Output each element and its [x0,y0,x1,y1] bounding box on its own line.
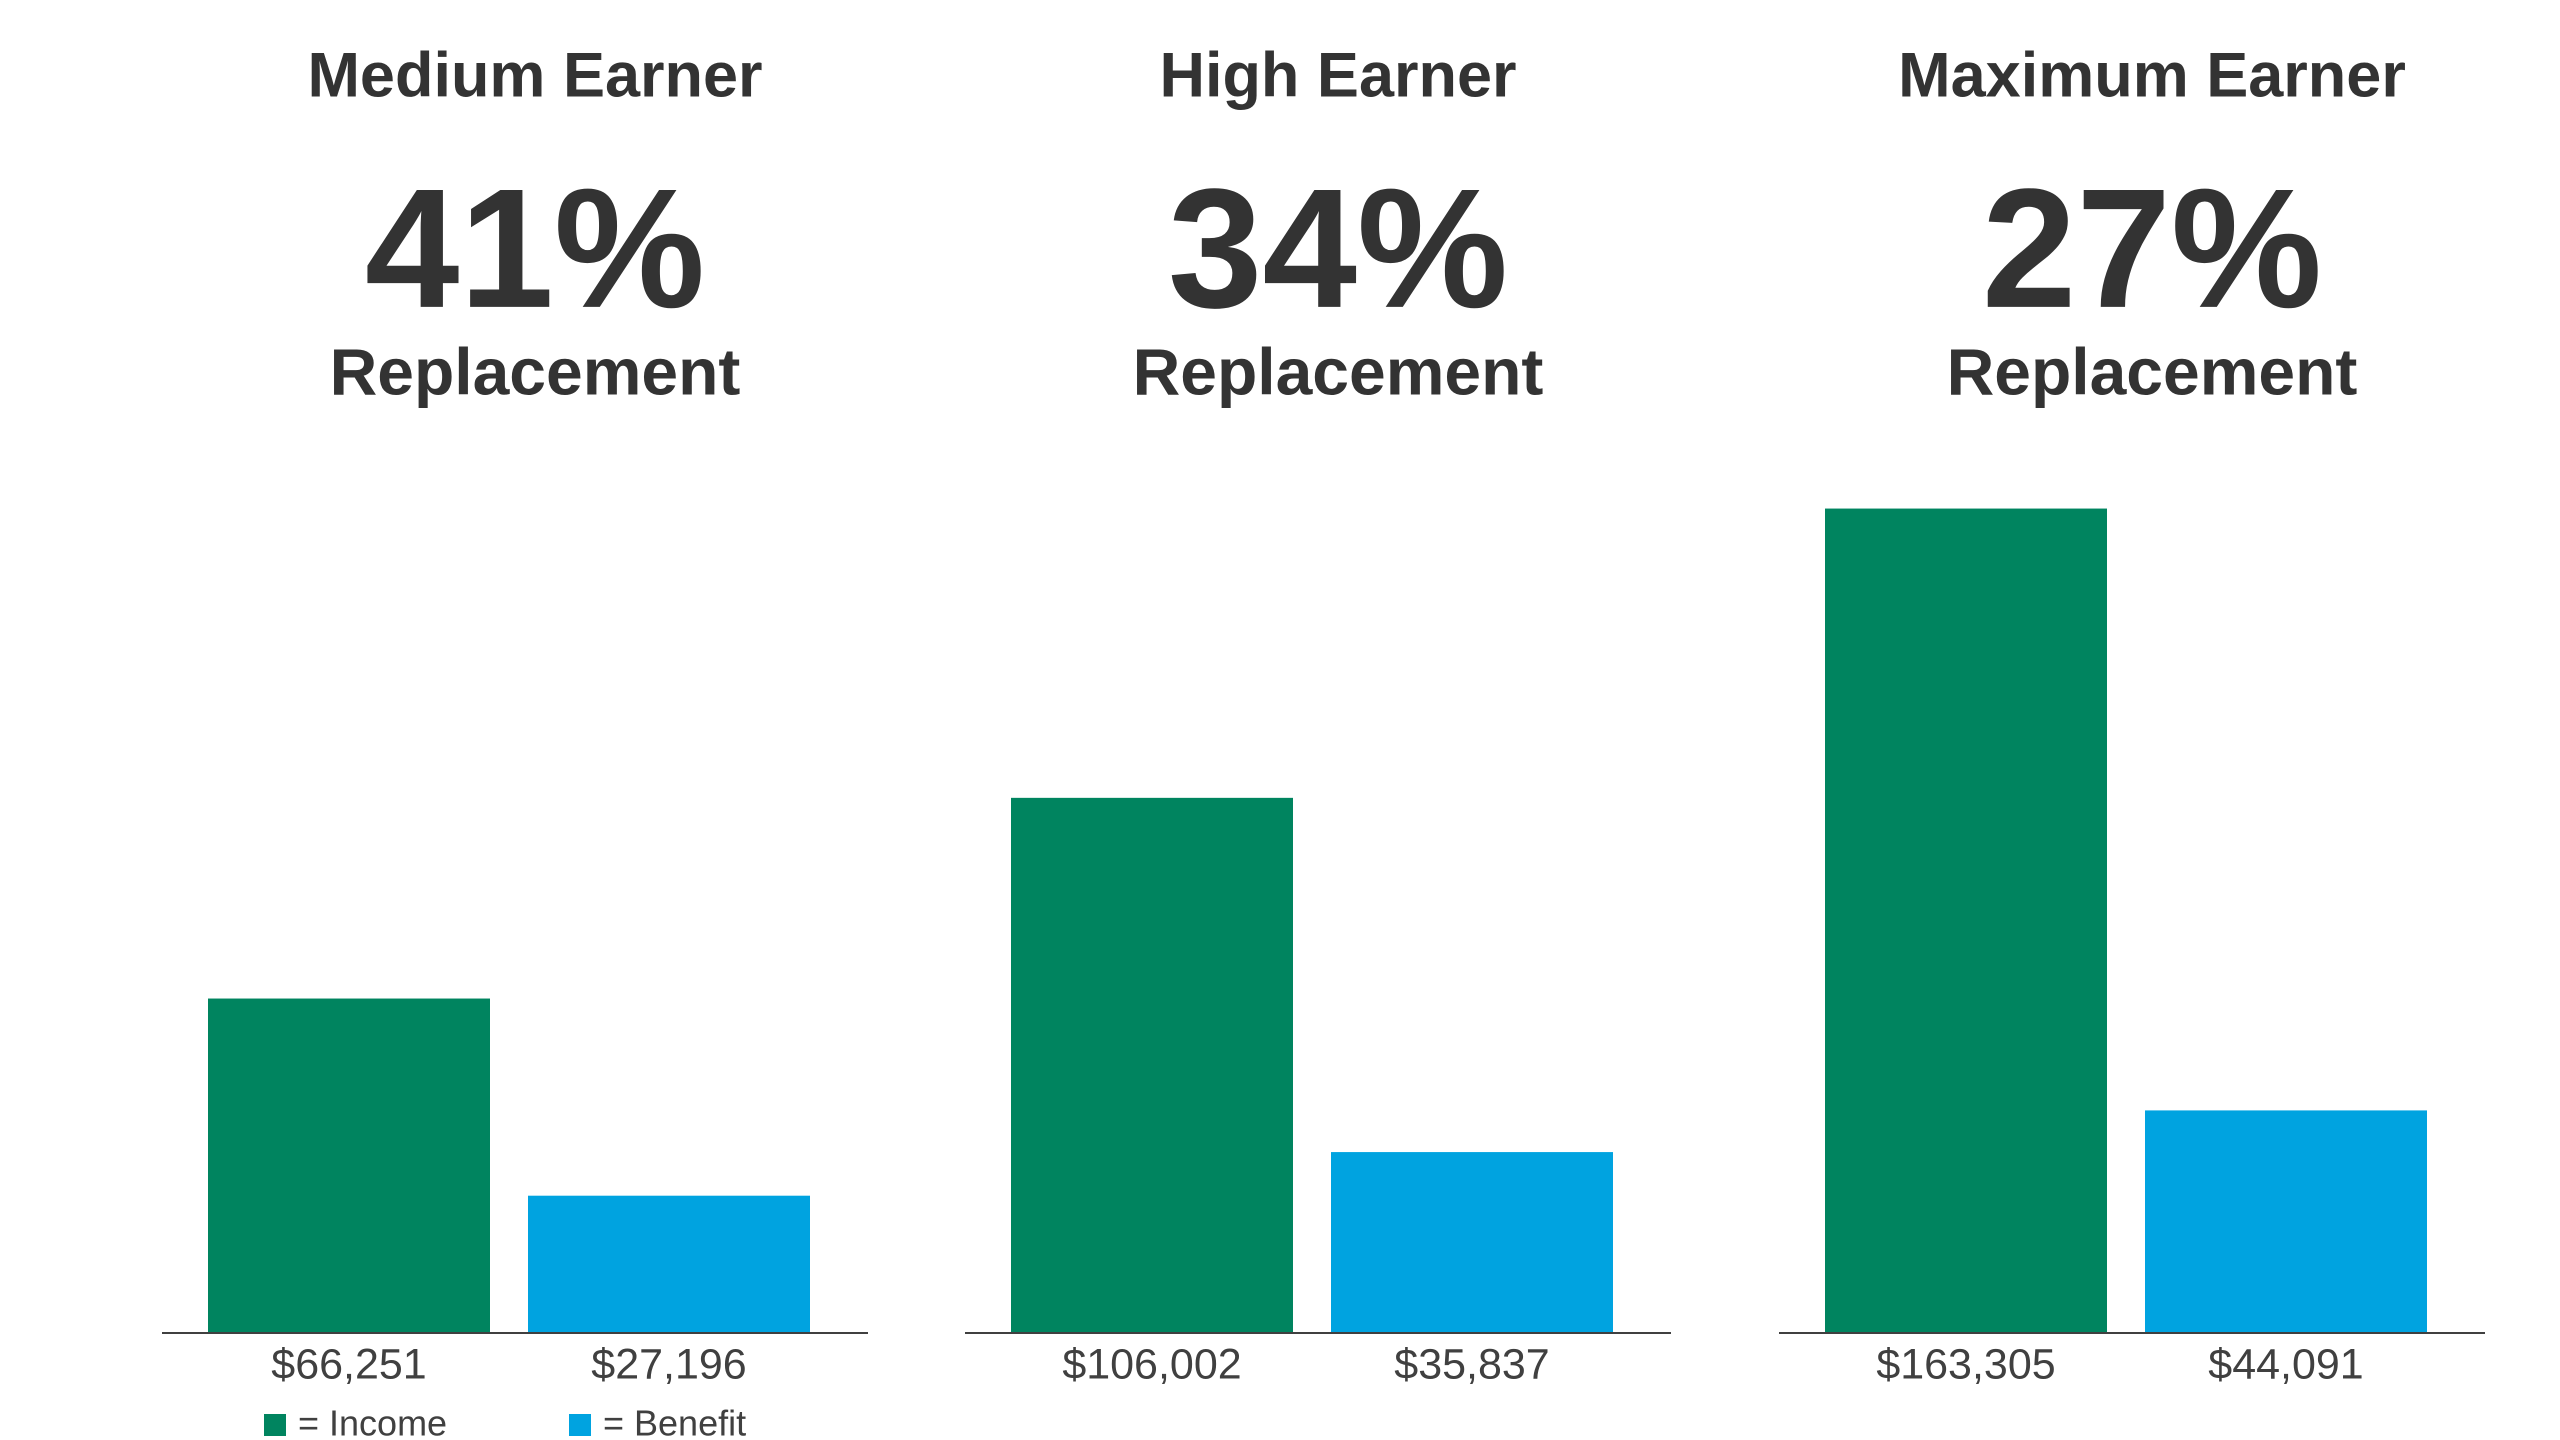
value-label: $163,305 [1876,1340,2055,1388]
value-label: $27,196 [591,1340,746,1388]
subtitle: Replacement [1133,334,1544,408]
value-label: $66,251 [271,1340,426,1388]
legend-label: = Benefit [603,1403,746,1440]
bar [1331,1152,1613,1333]
value-label: $44,091 [2208,1340,2363,1388]
legend-swatch [264,1414,286,1436]
legend-label: = Income [298,1403,447,1440]
panel-title: High Earner [1159,41,1516,111]
bar [208,998,490,1333]
panel-title: Medium Earner [307,41,762,111]
bar [2145,1110,2427,1333]
subtitle: Replacement [330,334,741,408]
value-label: $35,837 [1394,1340,1549,1388]
legend-swatch [569,1414,591,1436]
replacement-rate: 34% [1168,154,1508,344]
replacement-rate: 27% [1982,154,2322,344]
bar [528,1195,810,1333]
value-label: $106,002 [1062,1340,1241,1388]
subtitle: Replacement [1947,334,2358,408]
panel-title: Maximum Earner [1898,41,2406,111]
replacement-rate: 41% [365,154,705,344]
bar [1825,508,2107,1333]
bar [1011,797,1293,1333]
